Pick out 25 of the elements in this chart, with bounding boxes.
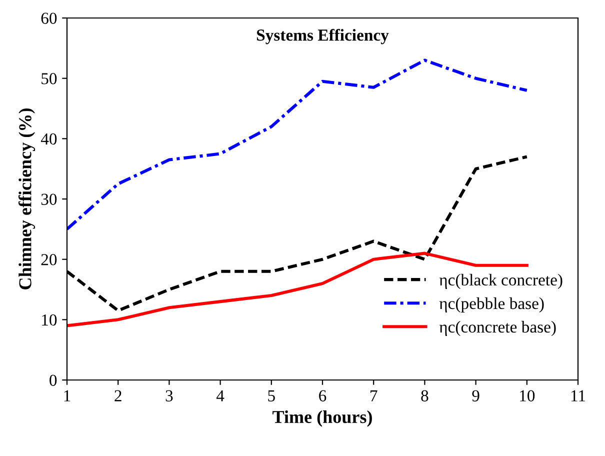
x-tick-label: 8 [421,390,428,402]
y-tick-label: 30 [41,194,57,205]
x-tick-label: 9 [472,390,480,402]
legend-label: ηc(black concrete) [439,274,562,289]
legend-label: ηc(pebble base) [439,297,544,312]
text: Systems Efficiency [256,28,389,44]
x-axis-title: Time (hours) [272,410,372,427]
y-tick-label: 60 [41,12,57,24]
x-tick-label: 10 [520,390,535,402]
legend-label: ηc(concrete base) [439,320,556,336]
y-axis-title: Chimney efficiency (%) [18,108,36,290]
x-tick-label: 7 [370,390,378,402]
x-tick-label: 6 [319,390,326,402]
x-tick-label: 2 [114,390,122,402]
x-tick-label: 11 [571,390,586,402]
x-tick-label: 3 [166,390,173,402]
line-series [67,58,528,231]
y-tick-label: 40 [40,133,57,145]
y-tick-label: 10 [42,314,57,326]
x-tick-label: 4 [216,390,224,402]
y-tick-label: 20 [41,254,57,266]
x-tick-label: 5 [268,390,275,402]
y-tick-label: 0 [50,374,57,386]
y-tick-label: 50 [42,73,57,84]
x-tick-label: 1 [64,390,70,402]
